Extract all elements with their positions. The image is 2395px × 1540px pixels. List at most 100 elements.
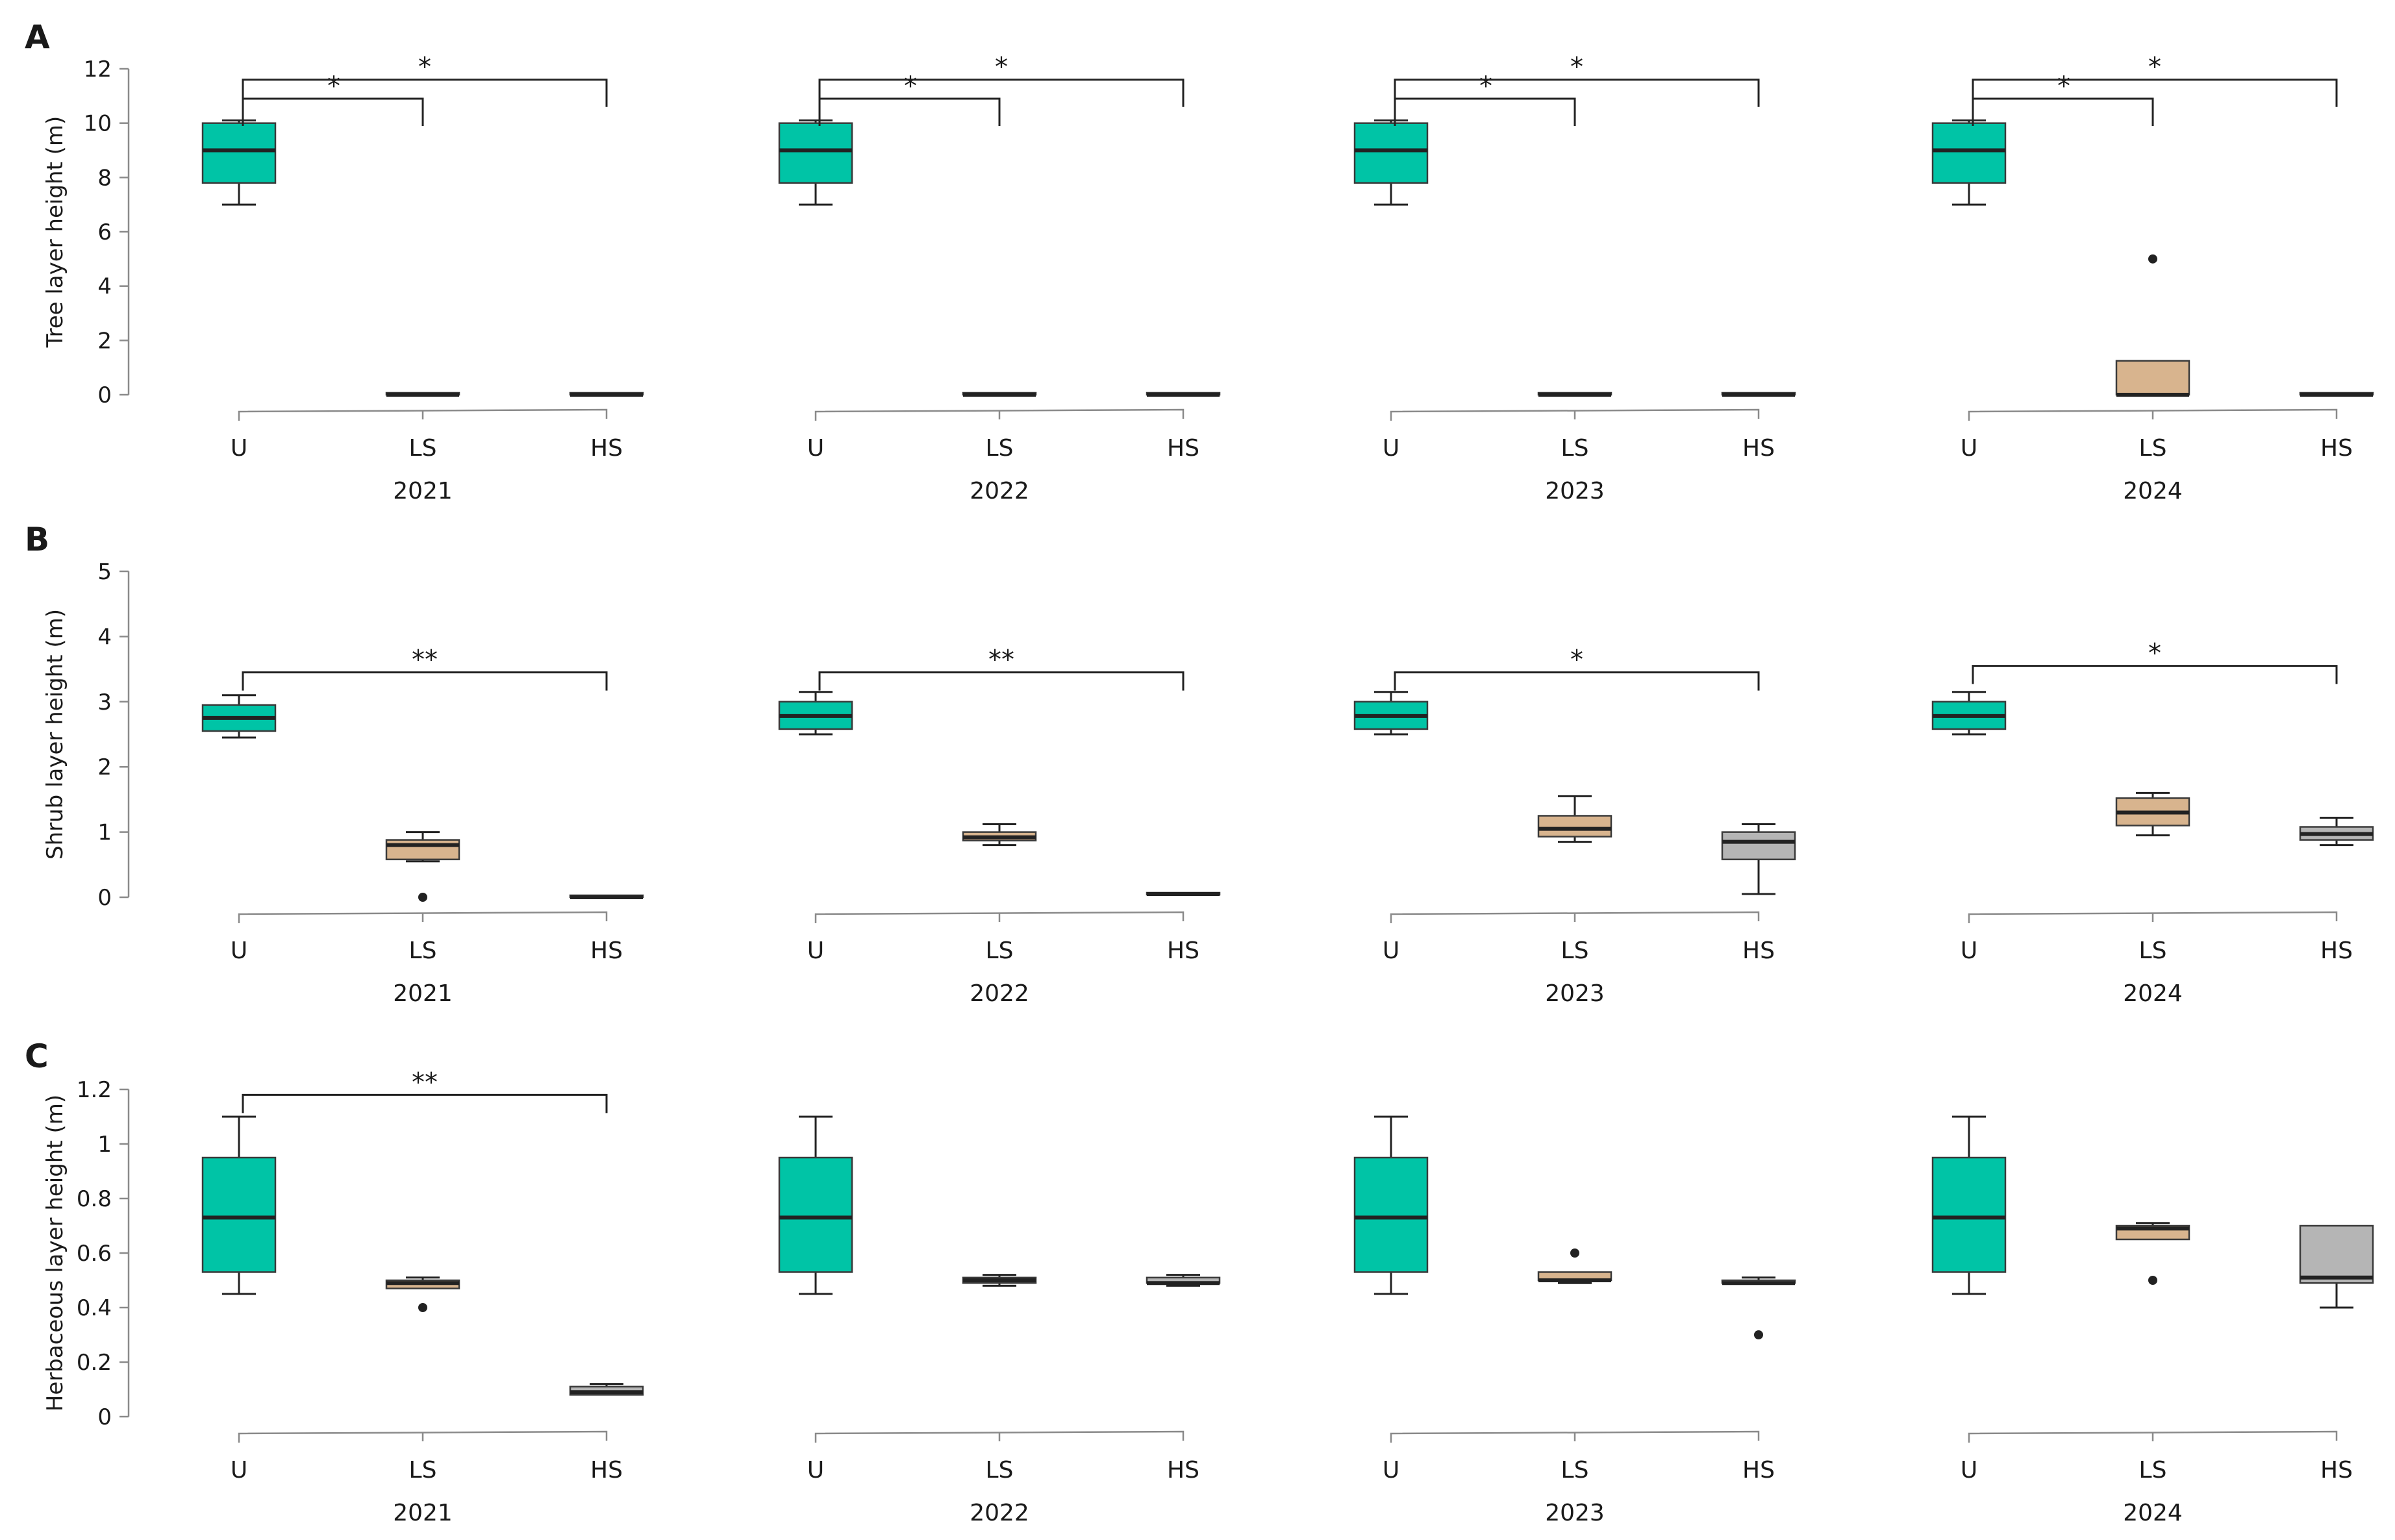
significance-bracket: [242, 79, 608, 107]
significance-bracket: [242, 97, 424, 127]
y-axis-label: Herbaceous layer height (m): [42, 1095, 68, 1411]
panel-letter: C: [25, 1037, 49, 1075]
year-label: 2022: [970, 478, 1029, 504]
box-body: [1931, 122, 2007, 184]
box-u: [778, 1115, 853, 1295]
y-tick-label: 4: [97, 274, 112, 300]
box-u: [1353, 119, 1429, 206]
subplot-2022: U LS HS 2022: [778, 1115, 1221, 1526]
subplot-2024: U LS HS 2024: [1931, 1115, 2374, 1526]
outlier-point: [2148, 254, 2157, 264]
significance-label: **: [988, 645, 1014, 675]
box-hs: [1146, 891, 1221, 896]
y-tick-label: 0.4: [77, 1295, 112, 1321]
box-u: [1931, 119, 2007, 206]
box-hs: [569, 391, 644, 397]
box-u: [201, 119, 277, 206]
outlier-point: [418, 893, 427, 902]
subplot-2023: U LS HS 2023: [1353, 1115, 1796, 1526]
subplot-2022: U LS HS 2022 **: [778, 645, 1221, 1007]
x-category-label: HS: [590, 435, 623, 462]
box-body: [2299, 1224, 2374, 1284]
outlier-point: [2148, 1276, 2157, 1285]
box-body: [1353, 122, 1429, 184]
year-label: 2023: [1545, 980, 1605, 1007]
subplot-2023: U LS HS 2023 *: [1353, 645, 1796, 1007]
box-ls: [962, 1274, 1037, 1287]
box-u: [1931, 691, 2007, 736]
y-tick-label: 0.2: [77, 1350, 112, 1376]
box-hs: [2299, 391, 2374, 397]
box-ls: [2115, 791, 2190, 837]
box-ls: [385, 1276, 460, 1312]
box-ls: [1537, 795, 1612, 843]
box-body: [201, 1156, 277, 1273]
box-ls: [1537, 1248, 1612, 1284]
year-label: 2023: [1545, 478, 1605, 504]
x-category-label: U: [1961, 938, 1977, 964]
x-category-label: LS: [1561, 435, 1589, 462]
significance-bracket: [818, 97, 1001, 127]
y-tick-label: 0.8: [77, 1186, 112, 1212]
y-tick-label: 3: [97, 689, 112, 715]
significance-label: *: [327, 71, 340, 101]
x-category-label: LS: [986, 938, 1014, 964]
panel-letter: B: [25, 521, 49, 558]
x-category-label: HS: [1742, 1457, 1775, 1484]
significance-bracket: [818, 79, 1185, 107]
significance-bracket: [1394, 79, 1760, 107]
x-category-label: HS: [1167, 1457, 1199, 1484]
significance-label: *: [2148, 53, 2161, 82]
box-hs: [2299, 1224, 2374, 1309]
box-ls: [962, 391, 1037, 397]
year-label: 2022: [970, 1500, 1029, 1526]
box-hs: [1721, 1276, 1796, 1339]
panel-c: C 0 0.2 0.4 0.6 0.8 1 1.2 Herbaceous layer heigh…: [25, 1037, 2374, 1526]
x-category-label: HS: [2320, 1457, 2353, 1484]
box-u: [1353, 1115, 1429, 1295]
y-tick-label: 5: [97, 559, 112, 585]
year-label: 2021: [393, 478, 453, 504]
x-category-label: LS: [409, 1457, 437, 1484]
significance-bracket: [242, 1093, 608, 1113]
box-body: [1537, 815, 1612, 838]
box-ls: [2115, 1222, 2190, 1285]
box-ls: [1537, 391, 1612, 397]
box-body: [778, 1156, 853, 1273]
x-category-label: U: [231, 1457, 247, 1484]
x-category-label: LS: [1561, 1457, 1589, 1484]
x-category-label: HS: [2320, 435, 2353, 462]
y-tick-label: 2: [97, 754, 112, 780]
panel-a: A 0 2 4 6 8 10 12 Tree layer height (m) U LS HS 2021…: [25, 18, 2374, 504]
x-category-label: LS: [409, 938, 437, 964]
significance-label: *: [2148, 639, 2161, 669]
box-u: [201, 694, 277, 739]
x-category-label: HS: [1167, 435, 1199, 462]
significance-bracket: [1972, 79, 2338, 107]
box-hs: [569, 894, 644, 899]
significance-label: *: [418, 53, 431, 82]
subplot-2024: U LS HS 2024 *: [1931, 639, 2374, 1007]
box-body: [1721, 831, 1796, 861]
year-label: 2022: [970, 980, 1029, 1007]
year-label: 2024: [2123, 1500, 2183, 1526]
significance-label: *: [2057, 71, 2070, 101]
box-ls: [2115, 254, 2190, 397]
subplot-2021: U LS HS 2021 * *: [201, 53, 644, 504]
box-u: [201, 1115, 277, 1295]
significance-bracket: [1394, 671, 1760, 691]
significance-bracket: [1972, 665, 2338, 684]
box-hs: [1146, 391, 1221, 397]
y-tick-label: 2: [97, 328, 112, 354]
x-category-label: HS: [1742, 435, 1775, 462]
year-label: 2024: [2123, 478, 2183, 504]
significance-label: *: [995, 53, 1008, 82]
year-label: 2021: [393, 1500, 453, 1526]
x-category-label: U: [1961, 1457, 1977, 1484]
outlier-point: [418, 1303, 427, 1312]
significance-bracket: [1394, 97, 1576, 127]
x-category-label: LS: [2139, 435, 2167, 462]
y-tick-label: 6: [97, 219, 112, 245]
